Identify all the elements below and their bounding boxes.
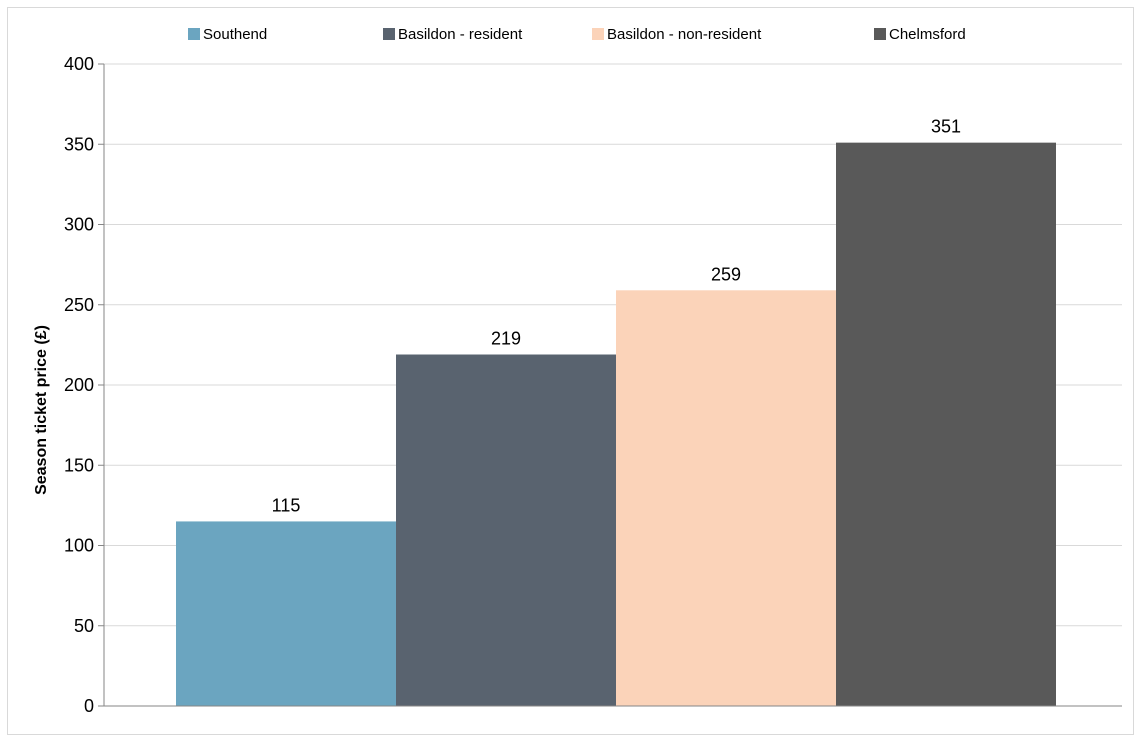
legend: Southend Basildon - resident Basildon - no… <box>188 26 966 43</box>
bar-basildon-resident <box>396 354 616 706</box>
legend-swatch <box>383 28 395 40</box>
y-tick-label: 400 <box>64 54 94 74</box>
y-tick-label: 0 <box>84 696 94 716</box>
legend-item: Basildon - resident <box>383 26 523 43</box>
bar-southend <box>176 521 396 706</box>
y-axis-title: Season ticket price (£) <box>33 325 50 495</box>
bar-chelmsford <box>836 142 1056 706</box>
legend-label: Southend <box>203 26 267 43</box>
y-tick-label: 300 <box>64 215 94 235</box>
y-tick-label: 350 <box>64 134 94 154</box>
legend-item: Chelmsford <box>874 26 966 43</box>
bar-basildon-non-resident <box>616 290 836 706</box>
legend-label: Basildon - non-resident <box>607 26 762 43</box>
y-tick-label: 250 <box>64 295 94 315</box>
y-tick-label: 100 <box>64 536 94 556</box>
data-label: 259 <box>711 264 741 284</box>
legend-item: Basildon - non-resident <box>592 26 762 43</box>
y-tick-label: 150 <box>64 455 94 475</box>
y-tick-label: 200 <box>64 375 94 395</box>
legend-label: Basildon - resident <box>398 26 523 43</box>
y-tick-labels: 0 50 100 150 200 250 300 350 400 <box>64 54 94 716</box>
data-label: 115 <box>272 495 301 515</box>
legend-swatch <box>592 28 604 40</box>
legend-swatch <box>188 28 200 40</box>
data-labels: 115 219 259 351 <box>272 117 961 516</box>
y-tick-label: 50 <box>74 616 94 636</box>
legend-label: Chelmsford <box>889 26 966 43</box>
data-label: 351 <box>931 117 961 137</box>
legend-item: Southend <box>188 26 267 43</box>
legend-swatch <box>874 28 886 40</box>
bars <box>176 142 1056 706</box>
data-label: 219 <box>491 329 521 349</box>
